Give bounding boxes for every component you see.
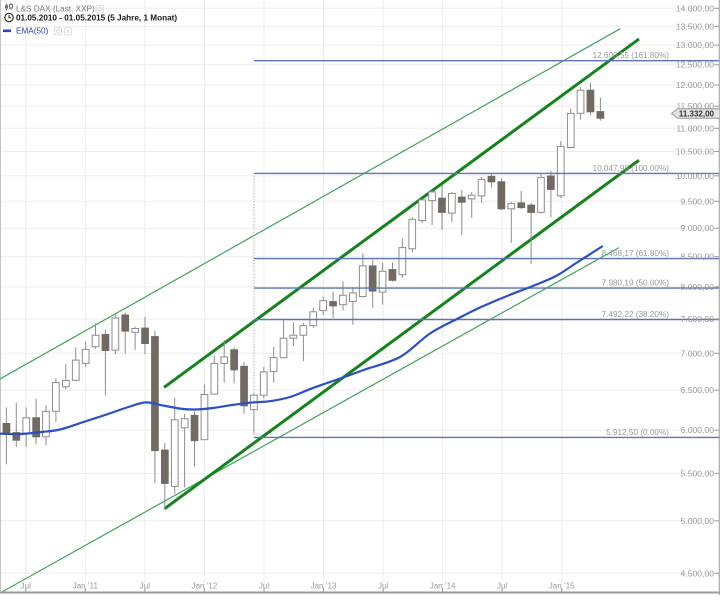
svg-text:9.500,00: 9.500,00 bbox=[681, 196, 715, 206]
svg-text:10.047,98 (100.00%): 10.047,98 (100.00%) bbox=[593, 164, 670, 173]
svg-text:7.980,19 (50.00%): 7.980,19 (50.00%) bbox=[602, 279, 670, 288]
svg-text:7.500,00: 7.500,00 bbox=[681, 314, 715, 324]
svg-text:8.468,17 (61.80%): 8.468,17 (61.80%) bbox=[602, 249, 670, 258]
svg-text:5.500,00: 5.500,00 bbox=[681, 468, 715, 478]
svg-text:14.000,00: 14.000,00 bbox=[676, 3, 714, 13]
svg-text:6.000,00: 6.000,00 bbox=[681, 425, 715, 435]
svg-text:7.000,00: 7.000,00 bbox=[681, 348, 715, 358]
svg-text:4.500,00: 4.500,00 bbox=[681, 568, 715, 578]
svg-text:10.000,00: 10.000,00 bbox=[676, 171, 714, 181]
svg-text:11.000,00: 11.000,00 bbox=[676, 123, 714, 133]
svg-text:Jan ’12: Jan ’12 bbox=[192, 582, 218, 591]
svg-text:Jan ’14: Jan ’14 bbox=[430, 582, 456, 591]
svg-text:Jul: Jul bbox=[497, 582, 507, 591]
svg-text:Jul: Jul bbox=[259, 582, 269, 591]
svg-text:5.912,50 (0.00%): 5.912,50 (0.00%) bbox=[606, 428, 669, 437]
svg-text:5.000,00: 5.000,00 bbox=[681, 516, 715, 526]
svg-text:Jul: Jul bbox=[21, 582, 31, 591]
svg-text:12.600,55 (161.80%): 12.600,55 (161.80%) bbox=[593, 51, 670, 60]
svg-text:11.500,00: 11.500,00 bbox=[676, 101, 714, 111]
svg-text:Jan ’11: Jan ’11 bbox=[73, 582, 99, 591]
svg-text:12.000,00: 12.000,00 bbox=[676, 80, 714, 90]
svg-text:L&S DAX (Last, XXP): L&S DAX (Last, XXP) bbox=[16, 4, 95, 13]
svg-text:11.332,00: 11.332,00 bbox=[679, 110, 715, 119]
svg-text:10.500,00: 10.500,00 bbox=[676, 147, 714, 157]
svg-text:Jan ’15: Jan ’15 bbox=[549, 582, 575, 591]
svg-text:8.000,00: 8.000,00 bbox=[681, 282, 715, 292]
svg-text:13.500,00: 13.500,00 bbox=[676, 21, 714, 31]
svg-text:9.000,00: 9.000,00 bbox=[681, 223, 715, 233]
svg-text:Jul: Jul bbox=[378, 582, 388, 591]
svg-text:8.500,00: 8.500,00 bbox=[681, 252, 715, 262]
svg-text:6.500,00: 6.500,00 bbox=[681, 385, 715, 395]
svg-text:7.492,22 (38.20%): 7.492,22 (38.20%) bbox=[602, 310, 670, 319]
svg-text:01.05.2010 - 01.05.2015 (5 Jah: 01.05.2010 - 01.05.2015 (5 Jahre, 1 Mona… bbox=[16, 14, 177, 23]
svg-text:Jul: Jul bbox=[140, 582, 150, 591]
svg-text:Jan ’13: Jan ’13 bbox=[311, 582, 337, 591]
svg-text:13.000,00: 13.000,00 bbox=[676, 40, 714, 50]
svg-text:12.500,00: 12.500,00 bbox=[676, 60, 714, 70]
svg-text:EMA(50): EMA(50) bbox=[16, 27, 49, 36]
